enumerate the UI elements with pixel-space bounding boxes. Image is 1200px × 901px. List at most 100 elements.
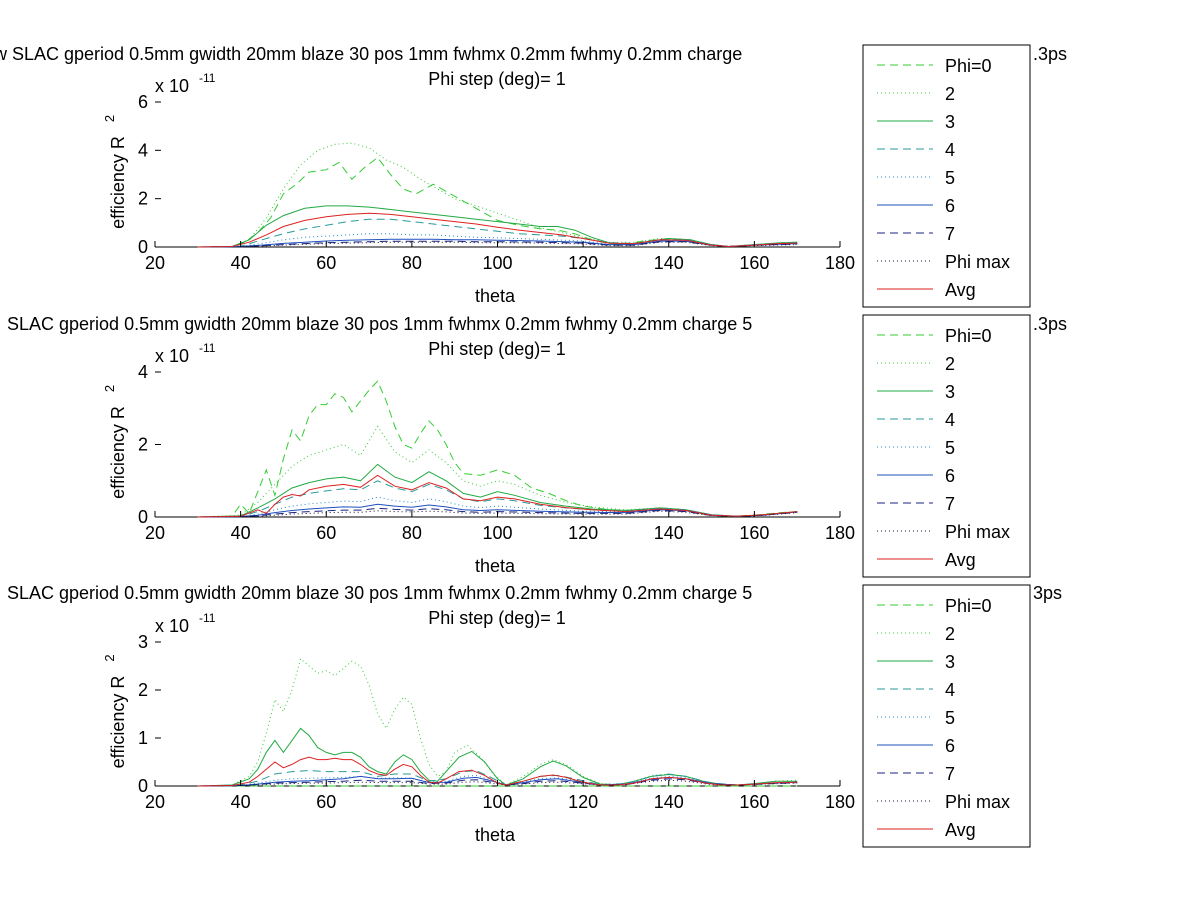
series-line-9 <box>197 474 798 518</box>
y-tick-label: 2 <box>138 680 148 700</box>
x-tick-label: 80 <box>402 253 422 273</box>
x-axis-label: theta <box>475 286 516 306</box>
x-tick-label: 120 <box>568 523 598 543</box>
x-tick-label: 100 <box>482 253 512 273</box>
legend-entry: 4 <box>945 680 955 700</box>
x-tick-label: 180 <box>825 792 855 812</box>
legend: Phi=0 2 3 4 5 6 7 Phi max Avg <box>862 584 1031 848</box>
y-tick-label: 6 <box>138 92 148 112</box>
x-tick-label: 140 <box>654 792 684 812</box>
series-line-9 <box>197 212 798 248</box>
series-line-7 <box>197 240 798 248</box>
chart-subtitle: Phi step (deg)= 1 <box>428 69 566 89</box>
y-exponent-superscript: -11 <box>199 611 216 625</box>
chart-subtitle: Phi step (deg)= 1 <box>428 339 566 359</box>
series-line-9 <box>197 756 798 787</box>
chart-panel-2: SLAC gperiod 0.5mm gwidth 20mm blaze 30 … <box>7 314 1067 578</box>
x-tick-label: 40 <box>231 253 251 273</box>
y-tick-label: 3 <box>138 632 148 652</box>
series-line-5 <box>197 774 798 787</box>
chart-title-tail: 3ps <box>1033 583 1062 603</box>
chart-subtitle: Phi step (deg)= 1 <box>428 608 566 628</box>
y-exponent-label: x 10 <box>155 76 189 96</box>
y-tick-label: 0 <box>138 507 148 527</box>
legend-entry: 3 <box>945 382 955 402</box>
x-tick-label: 20 <box>145 792 165 812</box>
x-tick-label: 120 <box>568 792 598 812</box>
y-tick-label: 1 <box>138 728 148 748</box>
series-line-8 <box>197 510 798 518</box>
y-tick-label: 4 <box>138 140 148 160</box>
legend-entry: 5 <box>945 168 955 188</box>
x-tick-label: 100 <box>482 523 512 543</box>
x-tick-label: 120 <box>568 253 598 273</box>
y-tick-label: 0 <box>138 237 148 257</box>
series-line-3 <box>197 463 798 518</box>
y-axis-label: efficiency R <box>108 676 128 769</box>
legend-entry: 5 <box>945 438 955 458</box>
x-tick-label: 40 <box>231 792 251 812</box>
x-tick-label: 20 <box>145 253 165 273</box>
chart-title-tail: .3ps <box>1033 44 1067 64</box>
legend-entry: 6 <box>945 736 955 756</box>
x-axis-label: theta <box>475 825 516 845</box>
legend-entry: 6 <box>945 466 955 486</box>
legend-entry: Phi=0 <box>945 326 992 346</box>
series-line-4 <box>197 770 798 787</box>
y-exponent-superscript: -11 <box>199 71 216 85</box>
legend-entry: 7 <box>945 494 955 514</box>
x-tick-label: 60 <box>316 253 336 273</box>
legend-entry: Phi max <box>945 252 1010 272</box>
y-tick-label: 0 <box>138 776 148 796</box>
y-tick-label: 4 <box>138 362 148 382</box>
legend-entry: 5 <box>945 708 955 728</box>
y-axis-label: efficiency R <box>108 406 128 499</box>
legend-entry: 2 <box>945 354 955 374</box>
x-tick-label: 140 <box>654 523 684 543</box>
chart-title-tail: .3ps <box>1033 314 1067 334</box>
legend-entry: 7 <box>945 224 955 244</box>
chart-title: SLAC gperiod 0.5mm gwidth 20mm blaze 30 … <box>7 583 752 603</box>
y-axis-label: efficiency R <box>108 136 128 229</box>
legend-box <box>862 584 1031 848</box>
legend-entry: Phi max <box>945 522 1010 542</box>
legend-entry: 6 <box>945 196 955 216</box>
legend-entry: Phi=0 <box>945 596 992 616</box>
chart-panel-3: SLAC gperiod 0.5mm gwidth 20mm blaze 30 … <box>7 583 1062 848</box>
legend-entry: 3 <box>945 652 955 672</box>
legend-entry: Avg <box>945 550 976 570</box>
series-line-2 <box>197 425 798 518</box>
y-tick-label: 2 <box>138 435 148 455</box>
x-tick-label: 140 <box>654 253 684 273</box>
y-axis-label-superscript: 2 <box>102 385 117 392</box>
legend-entry: 7 <box>945 764 955 784</box>
x-tick-label: 160 <box>739 253 769 273</box>
legend-entry: Avg <box>945 820 976 840</box>
legend-entry: 2 <box>945 624 955 644</box>
legend-entry: 3 <box>945 112 955 132</box>
y-exponent-label: x 10 <box>155 616 189 636</box>
x-tick-label: 160 <box>739 523 769 543</box>
y-exponent-superscript: -11 <box>199 341 216 355</box>
y-exponent-label: x 10 <box>155 346 189 366</box>
x-tick-label: 20 <box>145 523 165 543</box>
y-axis-label-superscript: 2 <box>102 115 117 122</box>
x-tick-label: 80 <box>402 523 422 543</box>
x-tick-label: 100 <box>482 792 512 812</box>
legend-entry: 2 <box>945 84 955 104</box>
x-tick-label: 160 <box>739 792 769 812</box>
legend-box <box>862 44 1031 308</box>
series-line-7 <box>197 507 798 518</box>
chart-panel-1: w SLAC gperiod 0.5mm gwidth 20mm blaze 3… <box>0 44 1067 308</box>
chart-title: SLAC gperiod 0.5mm gwidth 20mm blaze 30 … <box>7 314 752 334</box>
x-tick-label: 60 <box>316 523 336 543</box>
series-line-6 <box>197 238 798 248</box>
legend-entry: Phi=0 <box>945 56 992 76</box>
legend: Phi=0 2 3 4 5 6 7 Phi max Avg <box>862 44 1031 308</box>
y-tick-label: 2 <box>138 189 148 209</box>
series-line-3 <box>197 205 798 248</box>
series-line-7 <box>197 778 798 787</box>
chart-title: w SLAC gperiod 0.5mm gwidth 20mm blaze 3… <box>0 44 742 64</box>
x-tick-label: 40 <box>231 523 251 543</box>
